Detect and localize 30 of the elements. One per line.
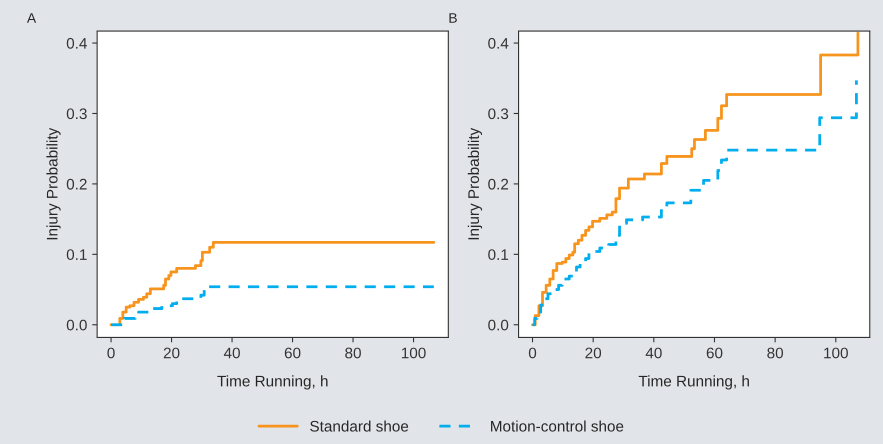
y-axis-title: Injury Probability <box>468 128 482 240</box>
y-tick-label: 0.0 <box>66 320 87 330</box>
chart-title: B <box>449 13 457 23</box>
y-tick-label: 0.3 <box>488 108 508 120</box>
x-axis-title: Time Running, h <box>217 375 328 390</box>
x-tick-label: 80 <box>767 348 784 358</box>
x-tick-label: 40 <box>224 348 240 358</box>
x-tick-label: 100 <box>824 348 848 358</box>
y-tick-label: 0.4 <box>488 38 508 49</box>
x-axis-title: Time Running, h <box>638 375 749 390</box>
y-tick-label: 0.0 <box>488 320 508 330</box>
y-tick-label: 0.2 <box>488 178 508 190</box>
y-tick-label: 0.1 <box>66 249 87 260</box>
y-tick-label: 0.1 <box>488 249 508 260</box>
x-tick-label: 20 <box>164 348 180 358</box>
x-tick-label: 60 <box>284 348 300 358</box>
x-tick-label: 0 <box>528 348 536 358</box>
x-tick-label: 100 <box>402 348 426 358</box>
y-axis-title: Injury Probability <box>46 128 61 240</box>
legend-label: Motion-control shoe <box>491 420 624 432</box>
y-tick-label: 0.2 <box>66 178 87 190</box>
x-tick-label: 80 <box>345 348 361 358</box>
x-tick-label: 20 <box>585 348 602 358</box>
chart-title: A <box>26 13 36 23</box>
y-tick-label: 0.3 <box>66 108 87 120</box>
legend-label: Standard shoe <box>310 420 408 432</box>
x-tick-label: 0 <box>107 348 115 358</box>
x-tick-label: 60 <box>706 348 722 358</box>
y-tick-label: 0.4 <box>66 38 87 49</box>
x-tick-label: 40 <box>646 348 662 358</box>
